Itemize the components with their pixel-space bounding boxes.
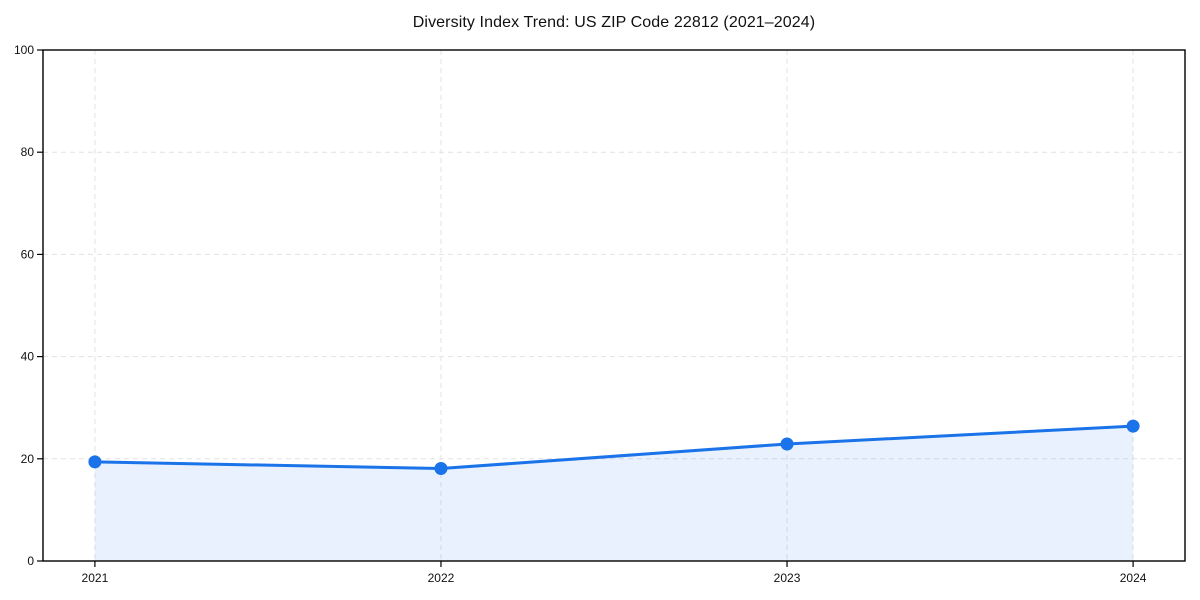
y-tick-label: 20 <box>21 452 35 466</box>
data-point-2021 <box>88 455 102 469</box>
plot-spines <box>42 49 1186 562</box>
y-tick-label: 40 <box>21 350 35 364</box>
data-point-2023 <box>780 437 794 451</box>
y-tick-label: 100 <box>14 43 34 57</box>
y-tick-label: 0 <box>27 554 34 568</box>
x-tick-label: 2023 <box>774 571 801 585</box>
x-tick-label: 2022 <box>428 571 455 585</box>
data-point-2024 <box>1126 419 1140 433</box>
y-tick-label: 80 <box>21 145 35 159</box>
data-point-2022 <box>434 462 448 476</box>
x-tick-label: 2024 <box>1120 571 1147 585</box>
chart-title: Diversity Index Trend: US ZIP Code 22812… <box>412 14 816 31</box>
x-tick-label: 2021 <box>82 571 109 585</box>
y-tick-label: 60 <box>21 247 35 261</box>
trend-line <box>93 424 1135 471</box>
area-fill <box>94 426 1134 561</box>
